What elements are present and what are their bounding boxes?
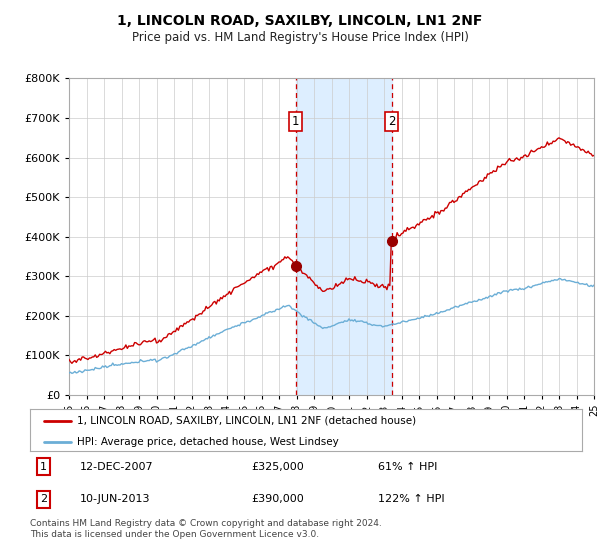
Text: 61% ↑ HPI: 61% ↑ HPI xyxy=(378,461,437,472)
Text: 2: 2 xyxy=(40,494,47,505)
Text: 1: 1 xyxy=(292,115,299,128)
Text: 2: 2 xyxy=(388,115,395,128)
Text: 1, LINCOLN ROAD, SAXILBY, LINCOLN, LN1 2NF: 1, LINCOLN ROAD, SAXILBY, LINCOLN, LN1 2… xyxy=(118,14,482,28)
Text: 12-DEC-2007: 12-DEC-2007 xyxy=(80,461,154,472)
Text: 1, LINCOLN ROAD, SAXILBY, LINCOLN, LN1 2NF (detached house): 1, LINCOLN ROAD, SAXILBY, LINCOLN, LN1 2… xyxy=(77,416,416,426)
Text: 1: 1 xyxy=(40,461,47,472)
Text: HPI: Average price, detached house, West Lindsey: HPI: Average price, detached house, West… xyxy=(77,437,338,446)
Text: £390,000: £390,000 xyxy=(251,494,304,505)
Text: Contains HM Land Registry data © Crown copyright and database right 2024.
This d: Contains HM Land Registry data © Crown c… xyxy=(30,519,382,539)
Text: £325,000: £325,000 xyxy=(251,461,304,472)
Text: 10-JUN-2013: 10-JUN-2013 xyxy=(80,494,150,505)
Bar xyxy=(296,78,392,395)
Text: Price paid vs. HM Land Registry's House Price Index (HPI): Price paid vs. HM Land Registry's House … xyxy=(131,31,469,44)
Text: 122% ↑ HPI: 122% ↑ HPI xyxy=(378,494,445,505)
